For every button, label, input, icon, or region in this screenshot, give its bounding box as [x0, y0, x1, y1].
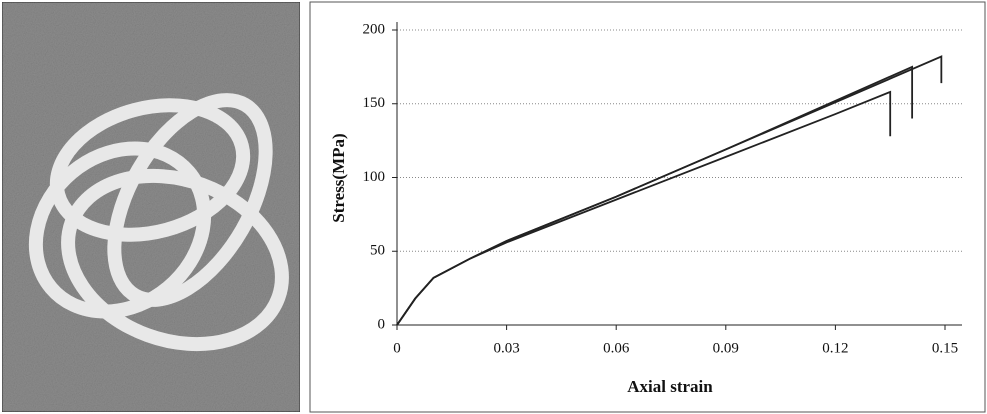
chart-frame	[309, 1, 986, 413]
data-line	[396, 55, 943, 326]
x-tick-label: 0	[393, 340, 401, 356]
data-line	[396, 65, 914, 326]
x-axis-label: Axial strain	[627, 377, 713, 396]
ribbons	[28, 93, 289, 352]
data-line	[396, 90, 892, 326]
x-tick-label: 0.03	[493, 340, 519, 356]
x-tick-label: 0.15	[932, 340, 958, 356]
x-tick-label: 0.12	[822, 340, 848, 356]
chart: Axial strain Stress(MPa) 0 50 100 150 200 0 0.…	[329, 21, 962, 396]
y-tick-label: 0	[378, 316, 386, 332]
photo	[1, 1, 301, 413]
x-tick-label: 0.06	[603, 340, 630, 356]
y-tick-label: 200	[363, 21, 386, 37]
y-tick-label: 50	[370, 243, 385, 259]
y-axis-label: Stress(MPa)	[329, 133, 348, 222]
y-tick-label: 150	[363, 95, 386, 111]
x-tick-label: 0.09	[713, 340, 739, 356]
y-tick-label: 100	[363, 169, 386, 185]
